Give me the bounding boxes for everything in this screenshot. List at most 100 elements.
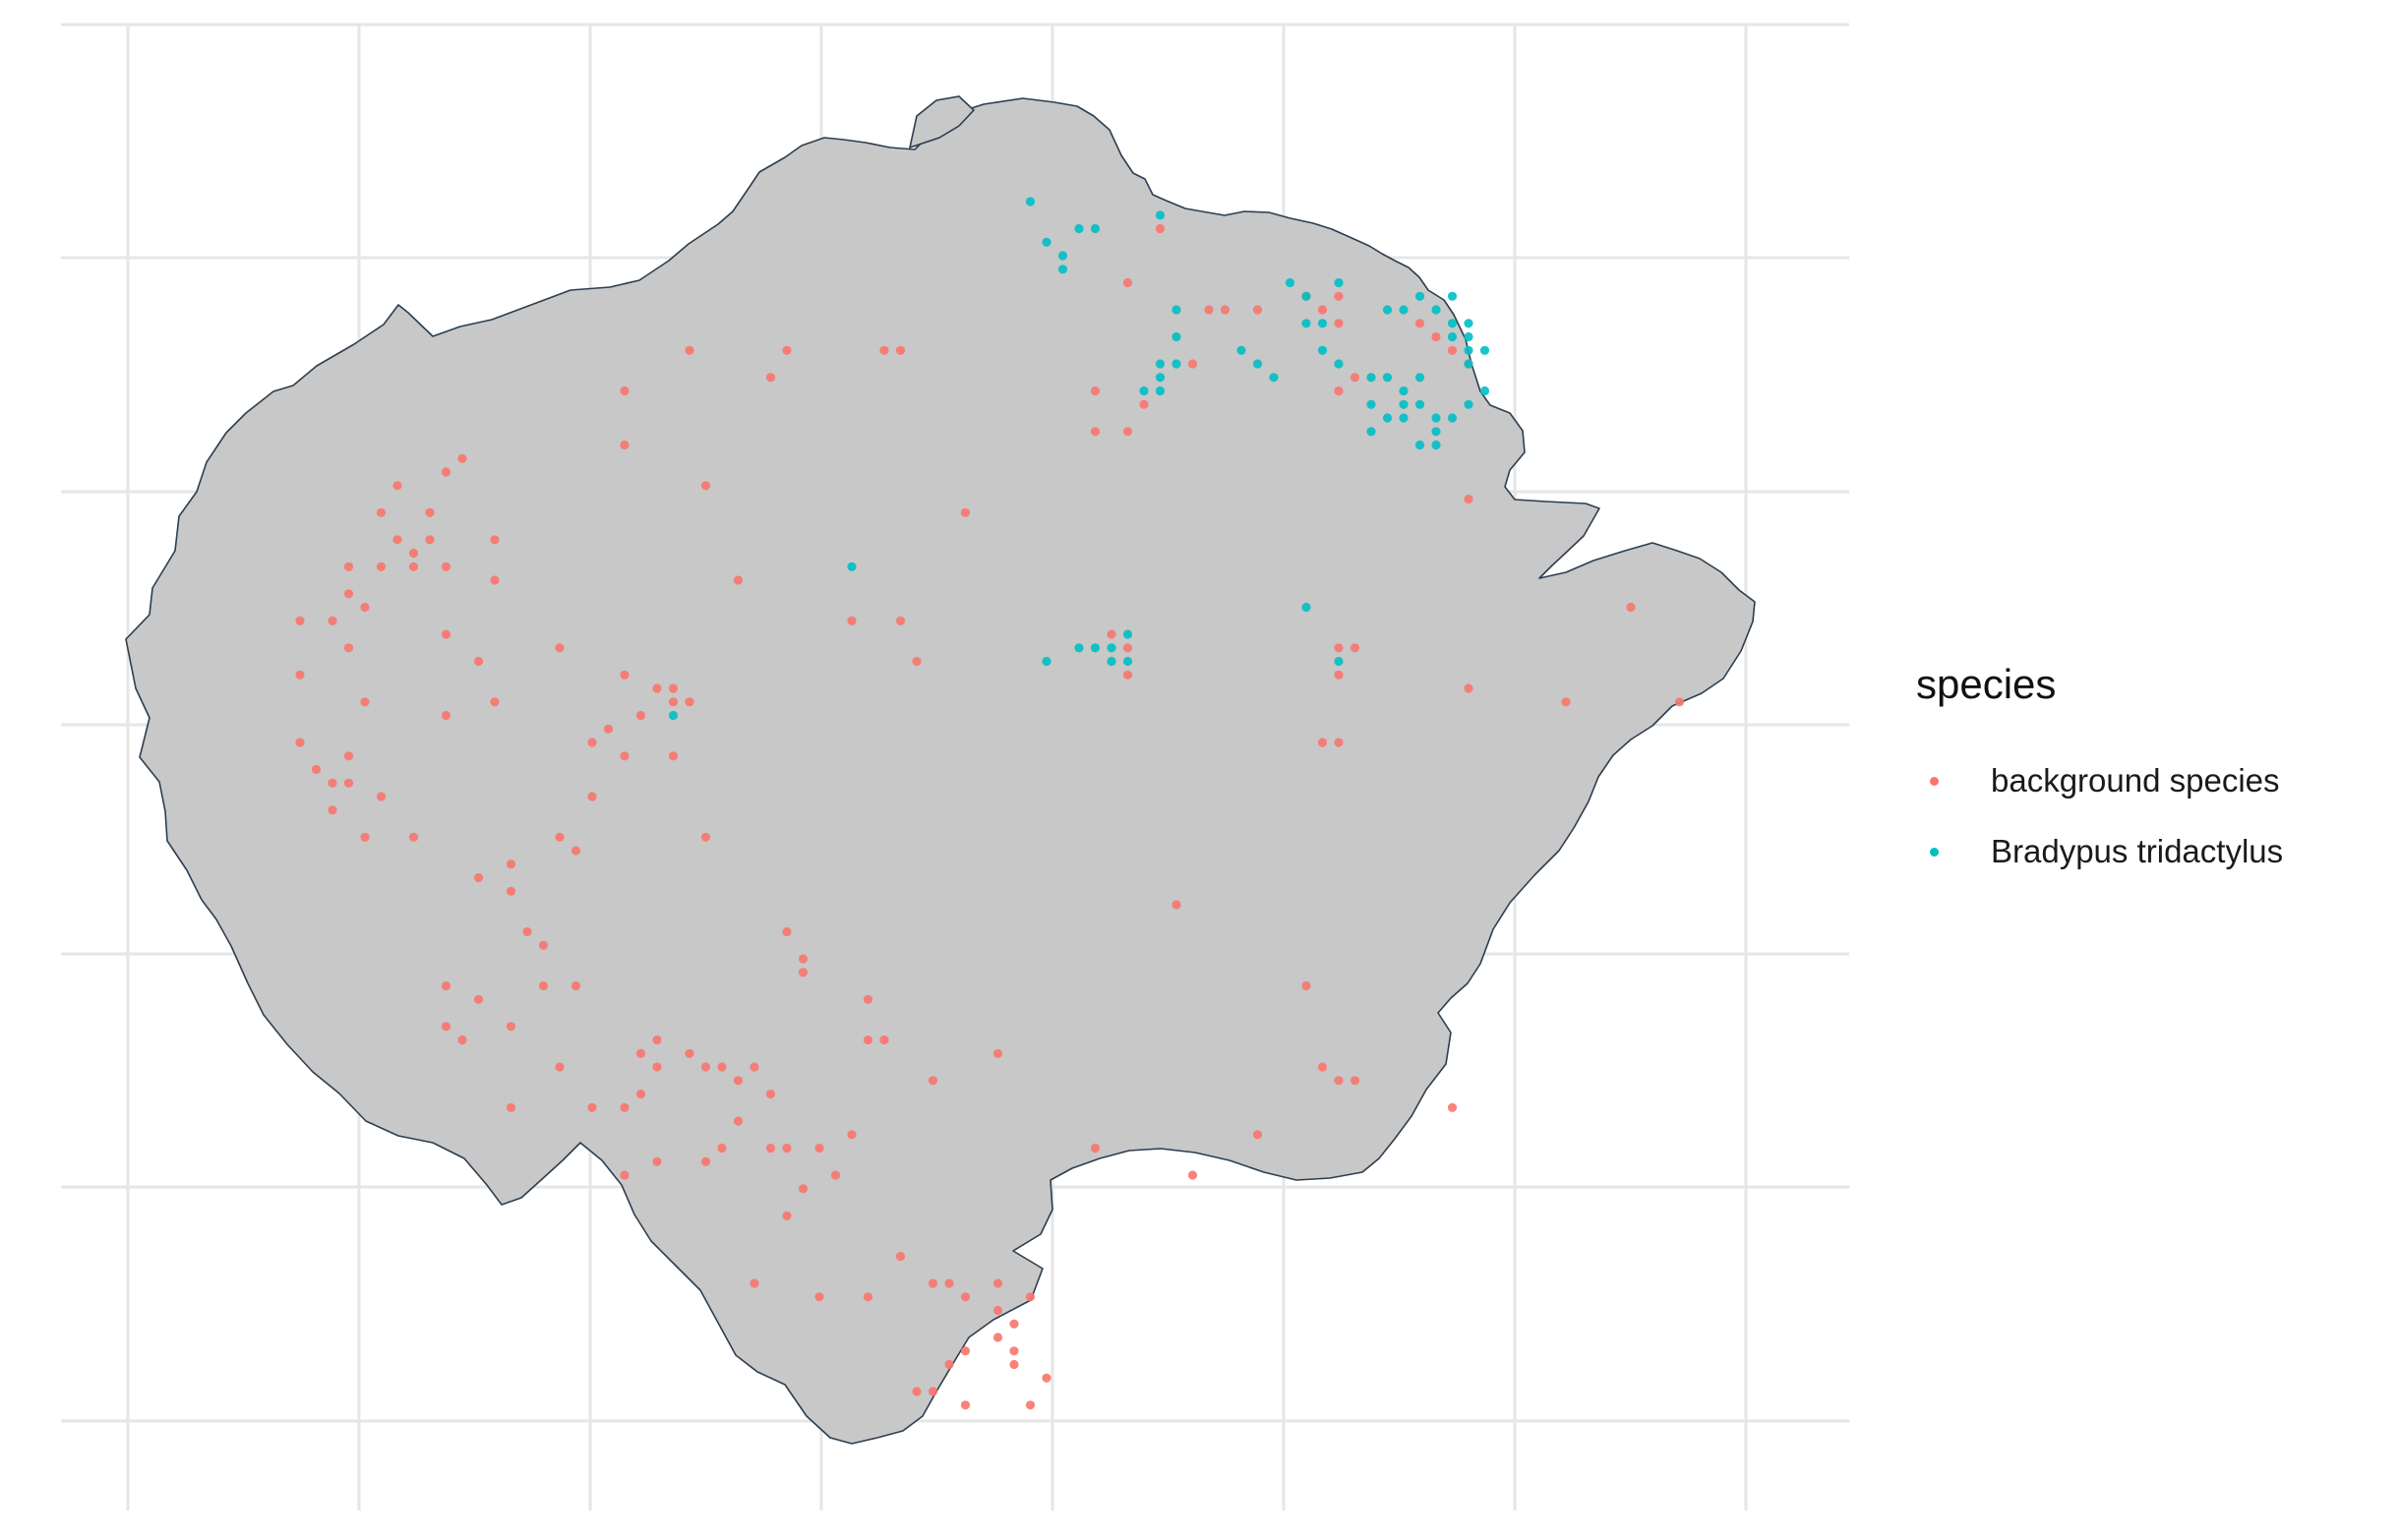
point-background-species xyxy=(473,994,484,1004)
point-bradypus-tridactylus xyxy=(1464,359,1473,369)
point-background-species xyxy=(944,1359,954,1370)
point-bradypus-tridactylus xyxy=(1334,359,1344,369)
point-background-species xyxy=(1187,359,1198,369)
point-background-species xyxy=(376,507,387,517)
legend-title: species xyxy=(1916,661,2057,707)
point-background-species xyxy=(1009,1346,1019,1356)
point-background-species xyxy=(895,616,906,625)
point-bradypus-tridactylus xyxy=(1301,291,1311,301)
point-background-species xyxy=(1334,385,1344,396)
point-background-species xyxy=(1009,1319,1019,1329)
point-bradypus-tridactylus xyxy=(1447,413,1458,423)
point-bradypus-tridactylus xyxy=(1090,223,1101,234)
point-bradypus-tridactylus xyxy=(1155,385,1166,396)
point-bradypus-tridactylus xyxy=(1414,373,1425,383)
point-background-species xyxy=(635,710,646,721)
point-background-species xyxy=(1414,319,1425,328)
point-background-species xyxy=(912,656,922,667)
point-background-species xyxy=(441,467,451,477)
point-background-species xyxy=(700,832,711,842)
study-region-polygon xyxy=(125,97,1756,1445)
point-background-species xyxy=(1107,629,1116,639)
point-bradypus-tridactylus xyxy=(668,710,679,721)
point-bradypus-tridactylus xyxy=(1171,331,1181,342)
point-bradypus-tridactylus xyxy=(1464,319,1473,328)
point-background-species xyxy=(473,656,484,667)
point-background-species xyxy=(798,968,809,977)
point-background-species xyxy=(700,1062,711,1072)
point-background-species xyxy=(652,1156,662,1166)
point-background-species xyxy=(1626,602,1636,613)
point-background-species xyxy=(652,1062,662,1072)
point-background-species xyxy=(830,1170,841,1180)
point-bradypus-tridactylus xyxy=(1399,399,1409,409)
point-background-species xyxy=(1334,738,1344,747)
point-background-species xyxy=(295,670,305,680)
point-background-species xyxy=(652,1035,662,1045)
point-bradypus-tridactylus xyxy=(1236,345,1246,355)
point-background-species xyxy=(733,575,744,585)
point-background-species xyxy=(1122,670,1133,680)
point-bradypus-tridactylus xyxy=(1139,385,1149,396)
peninsula-outline xyxy=(908,95,976,149)
point-background-species xyxy=(1252,1130,1263,1140)
point-background-species xyxy=(635,1048,646,1058)
point-bradypus-tridactylus xyxy=(1122,656,1133,667)
point-background-species xyxy=(717,1143,727,1154)
point-bradypus-tridactylus xyxy=(1042,656,1051,667)
point-background-species xyxy=(620,751,630,761)
point-background-species xyxy=(441,1022,451,1032)
point-bradypus-tridactylus xyxy=(1057,265,1068,274)
point-bradypus-tridactylus xyxy=(1447,291,1458,301)
point-background-species xyxy=(425,507,435,517)
point-background-species xyxy=(814,1143,824,1154)
point-background-species xyxy=(717,1062,727,1072)
point-background-species xyxy=(944,1278,954,1288)
point-background-species xyxy=(685,697,694,707)
point-background-species xyxy=(328,778,337,788)
point-background-species xyxy=(295,738,305,747)
point-background-species xyxy=(635,1089,646,1099)
point-background-species xyxy=(1204,305,1214,315)
point-background-species xyxy=(376,792,387,801)
point-background-species xyxy=(506,859,516,869)
point-background-species xyxy=(863,1035,873,1045)
point-background-species xyxy=(798,1184,809,1194)
point-background-species xyxy=(1139,399,1149,409)
point-background-species xyxy=(506,1102,516,1112)
point-background-species xyxy=(1025,1400,1036,1410)
point-background-species xyxy=(1334,319,1344,328)
point-bradypus-tridactylus xyxy=(1025,197,1036,207)
point-bradypus-tridactylus xyxy=(1479,345,1490,355)
point-bradypus-tridactylus xyxy=(1252,359,1263,369)
point-background-species xyxy=(1187,1170,1198,1180)
point-background-species xyxy=(555,643,565,653)
point-background-species xyxy=(620,1170,630,1180)
point-bradypus-tridactylus xyxy=(1464,331,1473,342)
point-background-species xyxy=(587,1102,597,1112)
point-bradypus-tridactylus xyxy=(1269,373,1279,383)
point-bradypus-tridactylus xyxy=(1399,305,1409,315)
point-background-species xyxy=(1090,1143,1101,1154)
point-bradypus-tridactylus xyxy=(1366,373,1376,383)
point-bradypus-tridactylus xyxy=(1057,251,1068,261)
point-bradypus-tridactylus xyxy=(1479,385,1490,396)
point-background-species xyxy=(992,1048,1003,1058)
point-background-species xyxy=(928,1387,938,1396)
point-bradypus-tridactylus xyxy=(1366,427,1376,437)
point-bradypus-tridactylus xyxy=(1171,305,1181,315)
point-background-species xyxy=(392,535,402,545)
legend: species background species Bradypus trid… xyxy=(1916,661,2378,887)
point-bradypus-tridactylus xyxy=(1155,373,1166,383)
map-plot xyxy=(61,23,1849,1510)
point-background-species xyxy=(685,345,694,355)
point-background-species xyxy=(1122,427,1133,437)
point-background-species xyxy=(343,589,354,599)
point-bradypus-tridactylus xyxy=(1464,345,1473,355)
point-background-species xyxy=(733,1116,744,1126)
legend-key-bradypus xyxy=(1916,834,1951,869)
point-bradypus-tridactylus xyxy=(1074,223,1084,234)
point-background-species xyxy=(490,575,500,585)
point-background-species xyxy=(1350,1076,1360,1086)
point-bradypus-tridactylus xyxy=(1334,277,1344,288)
